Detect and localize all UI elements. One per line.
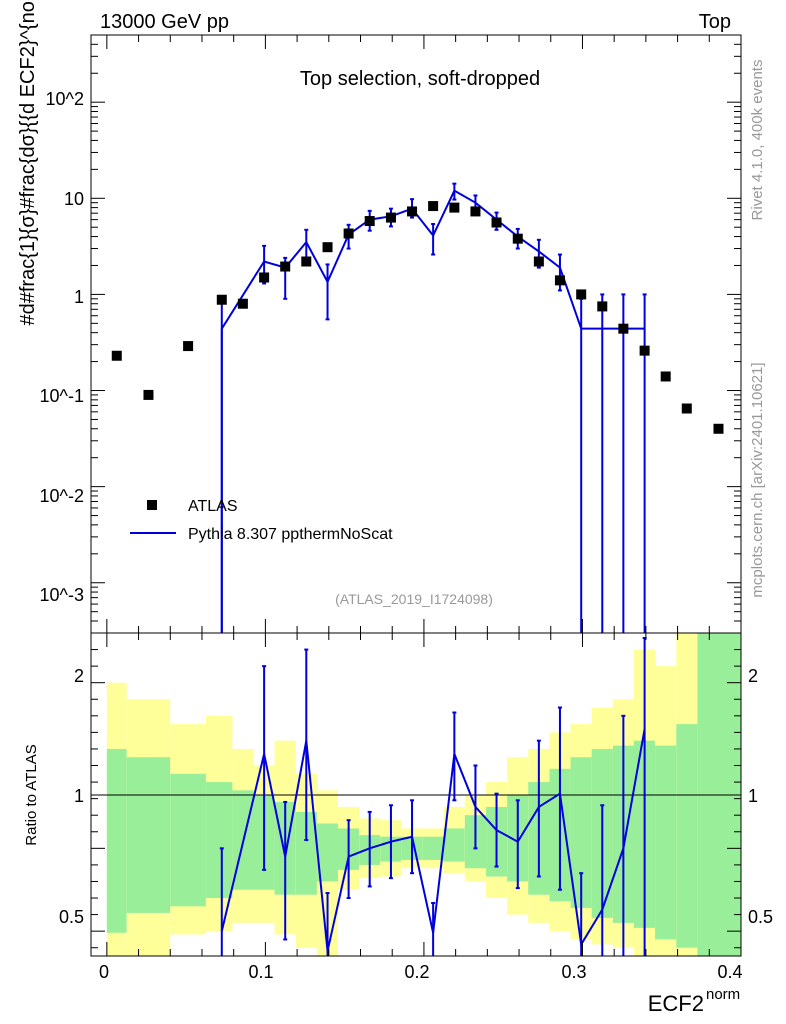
rivet-version-label: Rivet 4.1.0, 400k events — [749, 60, 766, 221]
ratio-uncertainty-bands — [106, 633, 741, 956]
main-y-tick-label: 10^-3 — [40, 585, 84, 605]
ratio-inner-band — [295, 811, 317, 895]
main-axis-ticks — [91, 34, 742, 634]
ratio-y-tick-label: 1 — [74, 786, 84, 806]
ratio-panel-frame — [90, 632, 742, 957]
atlas-data-point — [428, 201, 439, 212]
mc-main-series — [219, 182, 647, 633]
atlas-data-point — [470, 206, 481, 217]
main-y-tick-label: 1 — [74, 287, 84, 307]
ratio-inner-band — [106, 748, 127, 933]
x-axis-label-superscript: norm — [706, 986, 740, 1003]
ratio-y-tick-label-right: 2 — [748, 666, 758, 686]
atlas-data-point — [576, 289, 587, 300]
ratio-line — [220, 728, 646, 952]
ratio-y-tick-label: 0.5 — [59, 907, 84, 927]
atlas-data-point — [681, 403, 692, 414]
main-panel-frame — [90, 34, 742, 634]
ratio-y-tick-label-right: 1 — [748, 786, 758, 806]
atlas-data-point — [280, 261, 291, 272]
ratio-inner-band — [126, 757, 171, 913]
legend-marker-atlas — [147, 500, 157, 510]
atlas-data-point — [533, 256, 544, 267]
ratio-y-tick-label-right: 0.5 — [748, 907, 773, 927]
atlas-data-point — [512, 233, 523, 244]
atlas-data-point — [407, 206, 418, 217]
analysis-label: (ATLAS_2019_I1724098) — [335, 591, 493, 607]
atlas-data-point — [618, 323, 629, 334]
atlas-data-point — [385, 212, 396, 223]
x-axis-label-main: ECF2 — [648, 991, 704, 1016]
x-tick-label: 0.4 — [717, 962, 742, 982]
x-tick-label: 0.1 — [248, 962, 273, 982]
ratio-inner-band — [422, 836, 444, 860]
atlas-data-point — [183, 341, 194, 352]
ratio-inner-band — [170, 773, 206, 907]
ratio-y-tick-label: 2 — [74, 666, 84, 686]
ratio-y-axis-label: Ratio to ATLAS — [23, 744, 40, 845]
atlas-data-point — [111, 350, 122, 361]
x-tick-label: 0.3 — [561, 962, 586, 982]
atlas-data-point — [216, 294, 227, 305]
main-y-tick-label: 10^2 — [46, 89, 84, 109]
atlas-data-point — [597, 301, 608, 312]
header-collision-label: 13000 GeV pp — [100, 11, 229, 33]
atlas-data-point — [237, 298, 248, 309]
atlas-data-point — [639, 345, 650, 356]
ratio-inner-band — [655, 745, 677, 940]
mc-line — [220, 189, 645, 330]
atlas-data-point — [259, 272, 270, 283]
atlas-data-point — [713, 423, 724, 434]
atlas-data-point — [660, 371, 671, 382]
atlas-data-point — [143, 389, 154, 400]
x-tick-label: 0 — [99, 962, 109, 982]
ratio-inner-band — [205, 782, 233, 899]
atlas-data-point — [364, 216, 375, 227]
main-y-axis-label: #d#frac{1}{σ}#frac{dσ}{{d ECF2}^{norm}} — [17, 0, 39, 326]
x-tick-label: 0.2 — [404, 962, 429, 982]
data-main-series — [111, 201, 724, 434]
main-y-tick-label: 10^-2 — [40, 486, 84, 506]
atlas-data-point — [301, 256, 312, 267]
ratio-inner-band — [676, 724, 698, 948]
main-y-tick-label: 10^-1 — [40, 386, 84, 406]
x-axis-label: ECF2 — [648, 991, 704, 1016]
legend-label-atlas: ATLAS — [188, 498, 238, 515]
header-process-label: Top — [699, 11, 731, 33]
mcplots-credit-label: mcplots.cern.ch [arXiv:2401.10621] — [749, 362, 766, 597]
atlas-data-point — [554, 275, 565, 286]
ratio-mc-series — [219, 636, 647, 956]
main-y-tick-label: 10 — [64, 189, 84, 209]
atlas-data-point — [343, 228, 354, 239]
atlas-data-point — [449, 202, 460, 213]
ratio-inner-band — [443, 828, 465, 862]
legend-label-mc: Pythia 8.307 ppthermNoScat — [188, 526, 393, 543]
ratio-axis-ticks — [91, 632, 742, 956]
ratio-inner-band — [316, 823, 338, 882]
atlas-data-point — [491, 217, 502, 228]
atlas-data-point — [322, 242, 333, 253]
main-plot-title: Top selection, soft-dropped — [300, 68, 540, 90]
